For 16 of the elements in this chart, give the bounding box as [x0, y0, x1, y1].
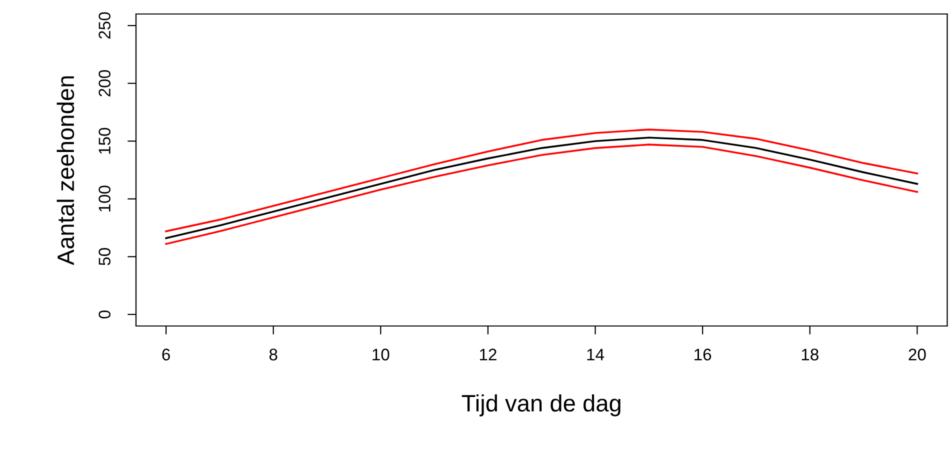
- x-tick-label: 6: [162, 348, 170, 360]
- x-tick-label: 16: [694, 348, 712, 360]
- y-tick-label: 250: [98, 12, 110, 39]
- y-tick-label: 50: [98, 248, 110, 266]
- y-axis-title: Aantal zeehonden: [56, 76, 74, 266]
- x-axis-title: Tijd van de dag: [462, 394, 620, 416]
- x-tick-label: 20: [908, 348, 926, 360]
- x-tick-label: 14: [587, 348, 604, 360]
- x-tick-label: 12: [480, 348, 496, 360]
- y-tick-label: 0: [98, 310, 110, 318]
- y-tick-label: 100: [98, 186, 110, 212]
- x-tick-label: 8: [269, 348, 278, 360]
- x-tick-label: 10: [372, 348, 390, 360]
- y-tick-label: 150: [98, 128, 110, 154]
- y-tick-label: 200: [98, 70, 110, 96]
- x-tick-label: 18: [802, 348, 818, 360]
